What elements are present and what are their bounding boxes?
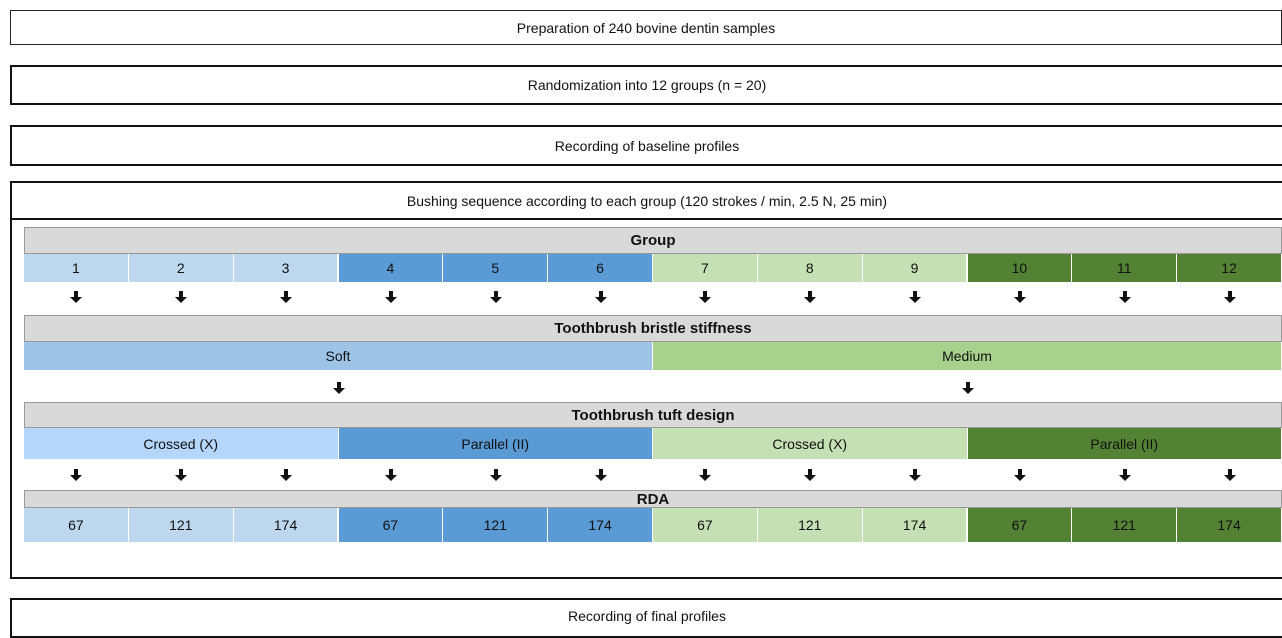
group-cell: 4 <box>339 254 444 282</box>
rda-cell: 174 <box>863 508 968 542</box>
tuft-cell: Parallel (II) <box>968 428 1282 459</box>
arrow <box>1223 468 1237 482</box>
group-cell: 5 <box>443 254 548 282</box>
step-box: Recording of baseline profiles <box>10 125 1282 166</box>
arrow <box>384 468 398 482</box>
arrow <box>1118 290 1132 304</box>
arrow <box>279 468 293 482</box>
header-row: Toothbrush bristle stiffness <box>24 315 1282 342</box>
rda-cell: 67 <box>339 508 444 542</box>
stiffness-cell: Soft <box>24 342 653 370</box>
group-cell: 11 <box>1072 254 1177 282</box>
step-box: Bushing sequence according to each group… <box>10 181 1282 220</box>
step-box: Randomization into 12 groups (n = 20) <box>10 65 1282 105</box>
arrow <box>803 290 817 304</box>
rda-cell: 174 <box>548 508 653 542</box>
arrow <box>489 290 503 304</box>
header-row: Group <box>24 227 1282 254</box>
arrow <box>1013 290 1027 304</box>
group-cell: 9 <box>863 254 968 282</box>
group-cell: 6 <box>548 254 653 282</box>
group-cell: 7 <box>653 254 758 282</box>
step-text: Recording of baseline profiles <box>555 138 739 154</box>
step-text: Bushing sequence according to each group… <box>407 193 887 209</box>
rda-cell: 67 <box>24 508 129 542</box>
arrow <box>698 290 712 304</box>
arrow <box>489 468 503 482</box>
arrow <box>803 468 817 482</box>
arrow <box>69 290 83 304</box>
rda-cell: 121 <box>129 508 234 542</box>
group-cell: 1 <box>24 254 129 282</box>
arrow <box>594 290 608 304</box>
tuft-cell: Parallel (II) <box>339 428 654 459</box>
arrow <box>384 290 398 304</box>
arrow <box>908 468 922 482</box>
rda-cell: 67 <box>653 508 758 542</box>
header-row: RDA <box>24 490 1282 508</box>
rda-cell: 121 <box>758 508 863 542</box>
arrow <box>1223 290 1237 304</box>
arrow <box>908 290 922 304</box>
rda-cell: 121 <box>443 508 548 542</box>
arrow <box>332 381 346 395</box>
stiffness-cell: Medium <box>653 342 1282 370</box>
arrow <box>961 381 975 395</box>
arrow <box>69 468 83 482</box>
step-text: Recording of final profiles <box>568 608 726 624</box>
step-text: Randomization into 12 groups (n = 20) <box>528 77 767 93</box>
group-cell: 3 <box>234 254 339 282</box>
arrow <box>1118 468 1132 482</box>
step-text: Preparation of 240 bovine dentin samples <box>517 20 775 36</box>
step-box: Preparation of 240 bovine dentin samples <box>10 10 1282 45</box>
arrow <box>698 468 712 482</box>
group-cell: 8 <box>758 254 863 282</box>
rda-cell: 174 <box>234 508 339 542</box>
header-row: Toothbrush tuft design <box>24 402 1282 428</box>
arrow <box>174 468 188 482</box>
group-cell: 2 <box>129 254 234 282</box>
arrow <box>1013 468 1027 482</box>
group-cell: 10 <box>968 254 1073 282</box>
tuft-cell: Crossed (X) <box>653 428 968 459</box>
step-box: Recording of final profiles <box>10 598 1282 638</box>
arrow <box>594 468 608 482</box>
tuft-cell: Crossed (X) <box>24 428 339 459</box>
arrow <box>174 290 188 304</box>
rda-cell: 174 <box>1177 508 1282 542</box>
rda-cell: 67 <box>968 508 1073 542</box>
arrow <box>279 290 293 304</box>
rda-cell: 121 <box>1072 508 1177 542</box>
group-cell: 12 <box>1177 254 1282 282</box>
